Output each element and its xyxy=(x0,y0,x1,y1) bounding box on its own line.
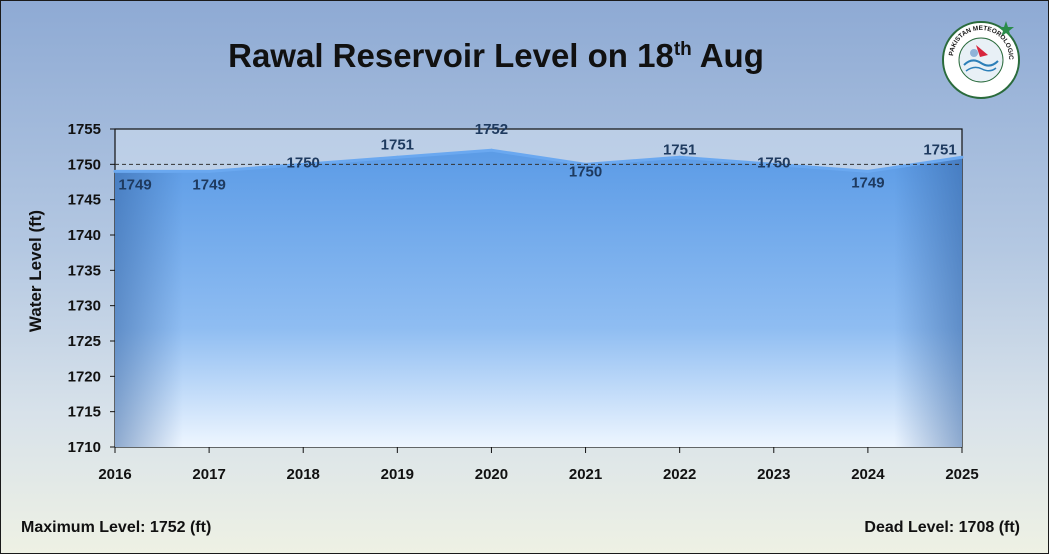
y-tick-label: 1745 xyxy=(68,192,101,209)
series-line-segment xyxy=(772,162,870,173)
series-line-segment xyxy=(678,155,776,166)
data-label: 1749 xyxy=(118,176,151,193)
x-tick-label: 2025 xyxy=(945,466,978,483)
series-line-segment xyxy=(207,162,305,173)
y-tick-label: 1740 xyxy=(68,227,101,244)
y-tick-label: 1730 xyxy=(68,298,101,315)
pmd-logo-icon: PAKISTAN METEOROLOGICAL DEPARTMENT xyxy=(936,13,1020,99)
dead-level-note: Dead Level: 1708 (ft) xyxy=(864,519,1020,536)
data-label: 1750 xyxy=(287,154,320,171)
chart-title-superscript: th xyxy=(673,39,692,60)
data-label: 1751 xyxy=(923,141,956,158)
maximum-level-note: Maximum Level: 1752 (ft) xyxy=(21,519,212,536)
x-tick-label: 2023 xyxy=(757,466,790,483)
y-tick-label: 1755 xyxy=(68,121,101,138)
x-tick-label: 2024 xyxy=(851,466,885,483)
data-labels: 1749 1749 1750 1751 1752 1750 1751 1750 1749 1751 xyxy=(118,121,956,193)
x-axis: 2016 2017 2018 2019 2020 2021 2022 2023 2024 2025 xyxy=(98,447,979,483)
y-tick-label: 1715 xyxy=(68,404,101,421)
series-line-segment xyxy=(489,148,588,166)
x-tick-label: 2020 xyxy=(475,466,508,483)
x-tick-label: 2016 xyxy=(98,466,131,483)
y-tick-label: 1750 xyxy=(68,156,101,173)
area-bevel xyxy=(115,150,962,447)
data-label: 1749 xyxy=(851,174,884,191)
data-label: 1751 xyxy=(381,136,414,153)
area-series xyxy=(113,128,964,448)
data-label: 1752 xyxy=(475,121,508,138)
x-tick-label: 2018 xyxy=(287,466,320,483)
data-label: 1750 xyxy=(569,163,602,180)
y-axis-title: Water Level (ft) xyxy=(26,210,45,332)
y-tick-label: 1720 xyxy=(68,368,101,385)
series-line-segment xyxy=(584,155,682,166)
y-tick-label: 1735 xyxy=(68,262,101,279)
y-axis: 1710 1715 1720 1725 1730 1735 1740 1745 1750 1755 xyxy=(68,121,115,456)
x-tick-label: 2021 xyxy=(569,466,602,483)
series-line-segment xyxy=(395,148,493,159)
x-tick-label: 2022 xyxy=(663,466,696,483)
series-line-segment xyxy=(301,155,399,166)
y-tick-label: 1710 xyxy=(68,439,101,456)
x-tick-label: 2019 xyxy=(381,466,414,483)
y-tick-label: 1725 xyxy=(68,333,101,350)
data-label: 1751 xyxy=(663,141,696,158)
data-label: 1750 xyxy=(757,154,790,171)
x-tick-label: 2017 xyxy=(192,466,225,483)
data-label: 1749 xyxy=(192,176,225,193)
chart-title-main: Rawal Reservoir Level on 18 xyxy=(228,37,674,74)
chart-title-month: Aug xyxy=(699,37,764,74)
chart-title: Rawal Reservoir Level on 18th Aug xyxy=(1,37,991,75)
